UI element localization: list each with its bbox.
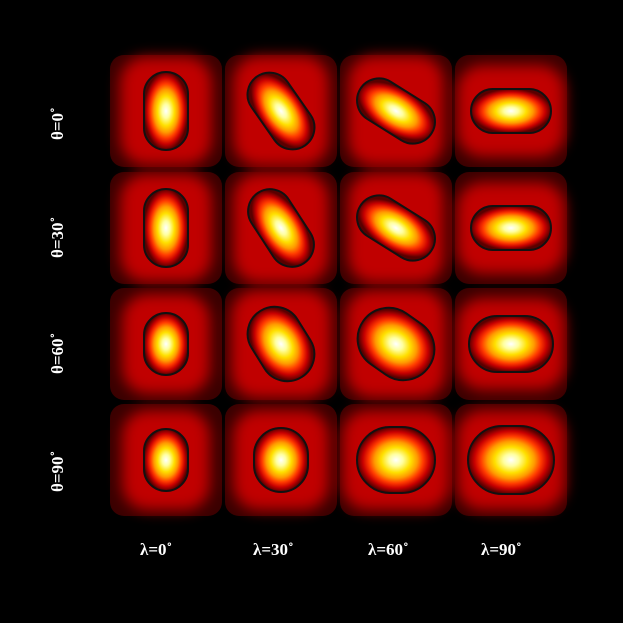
intensity-core — [144, 72, 188, 150]
intensity-core — [468, 426, 554, 494]
contour-line — [246, 71, 316, 151]
contour-line — [253, 427, 309, 493]
cell-theta-30-lambda-90 — [455, 172, 567, 284]
row-label-theta-30: θ=30˚ — [48, 216, 67, 258]
col-label-lambda-60: λ=60˚ — [368, 540, 409, 559]
cell-theta-90-lambda-0 — [110, 404, 222, 516]
contour-line — [143, 312, 189, 376]
intensity-core — [471, 89, 551, 133]
cell-theta-60-lambda-90 — [455, 288, 567, 400]
intensity-core — [357, 78, 435, 144]
intensity-core — [357, 195, 435, 261]
row-label-theta-60: θ=60˚ — [48, 332, 67, 374]
cell-theta-90-lambda-30 — [225, 404, 337, 516]
intensity-core — [247, 306, 315, 382]
intensity-core — [248, 189, 314, 267]
contour-line — [143, 188, 189, 268]
contour-line — [470, 205, 552, 251]
intensity-core — [254, 428, 308, 492]
contour-line — [247, 188, 315, 268]
cell-theta-0-lambda-60 — [340, 55, 452, 167]
contour-line — [470, 88, 552, 134]
contour-line — [356, 194, 436, 262]
col-label-lambda-30: λ=30˚ — [253, 540, 294, 559]
contour-line — [356, 77, 436, 145]
contour-line — [246, 305, 316, 383]
contour-line — [143, 428, 189, 492]
cell-theta-60-lambda-0 — [110, 288, 222, 400]
intensity-core — [357, 307, 435, 381]
intensity-core — [247, 72, 315, 150]
intensity-core — [471, 206, 551, 250]
intensity-core — [357, 427, 435, 493]
cell-theta-30-lambda-0 — [110, 172, 222, 284]
contour-line — [468, 315, 554, 373]
col-label-lambda-0: λ=0˚ — [140, 540, 173, 559]
cell-theta-0-lambda-0 — [110, 55, 222, 167]
contour-line — [143, 71, 189, 151]
cell-theta-0-lambda-90 — [455, 55, 567, 167]
cell-theta-60-lambda-30 — [225, 288, 337, 400]
cell-theta-30-lambda-30 — [225, 172, 337, 284]
intensity-core — [469, 316, 553, 372]
contour-line — [356, 306, 436, 382]
row-label-theta-90: θ=90˚ — [48, 450, 67, 492]
intensity-core — [144, 429, 188, 491]
cell-theta-30-lambda-60 — [340, 172, 452, 284]
contour-line — [356, 426, 436, 494]
cell-theta-90-lambda-60 — [340, 404, 452, 516]
cell-theta-90-lambda-90 — [455, 404, 567, 516]
contour-line — [467, 425, 555, 495]
row-label-theta-0: θ=0˚ — [48, 107, 67, 140]
intensity-core — [144, 189, 188, 267]
col-label-lambda-90: λ=90˚ — [481, 540, 522, 559]
intensity-core — [144, 313, 188, 375]
cell-theta-60-lambda-60 — [340, 288, 452, 400]
cell-theta-0-lambda-30 — [225, 55, 337, 167]
